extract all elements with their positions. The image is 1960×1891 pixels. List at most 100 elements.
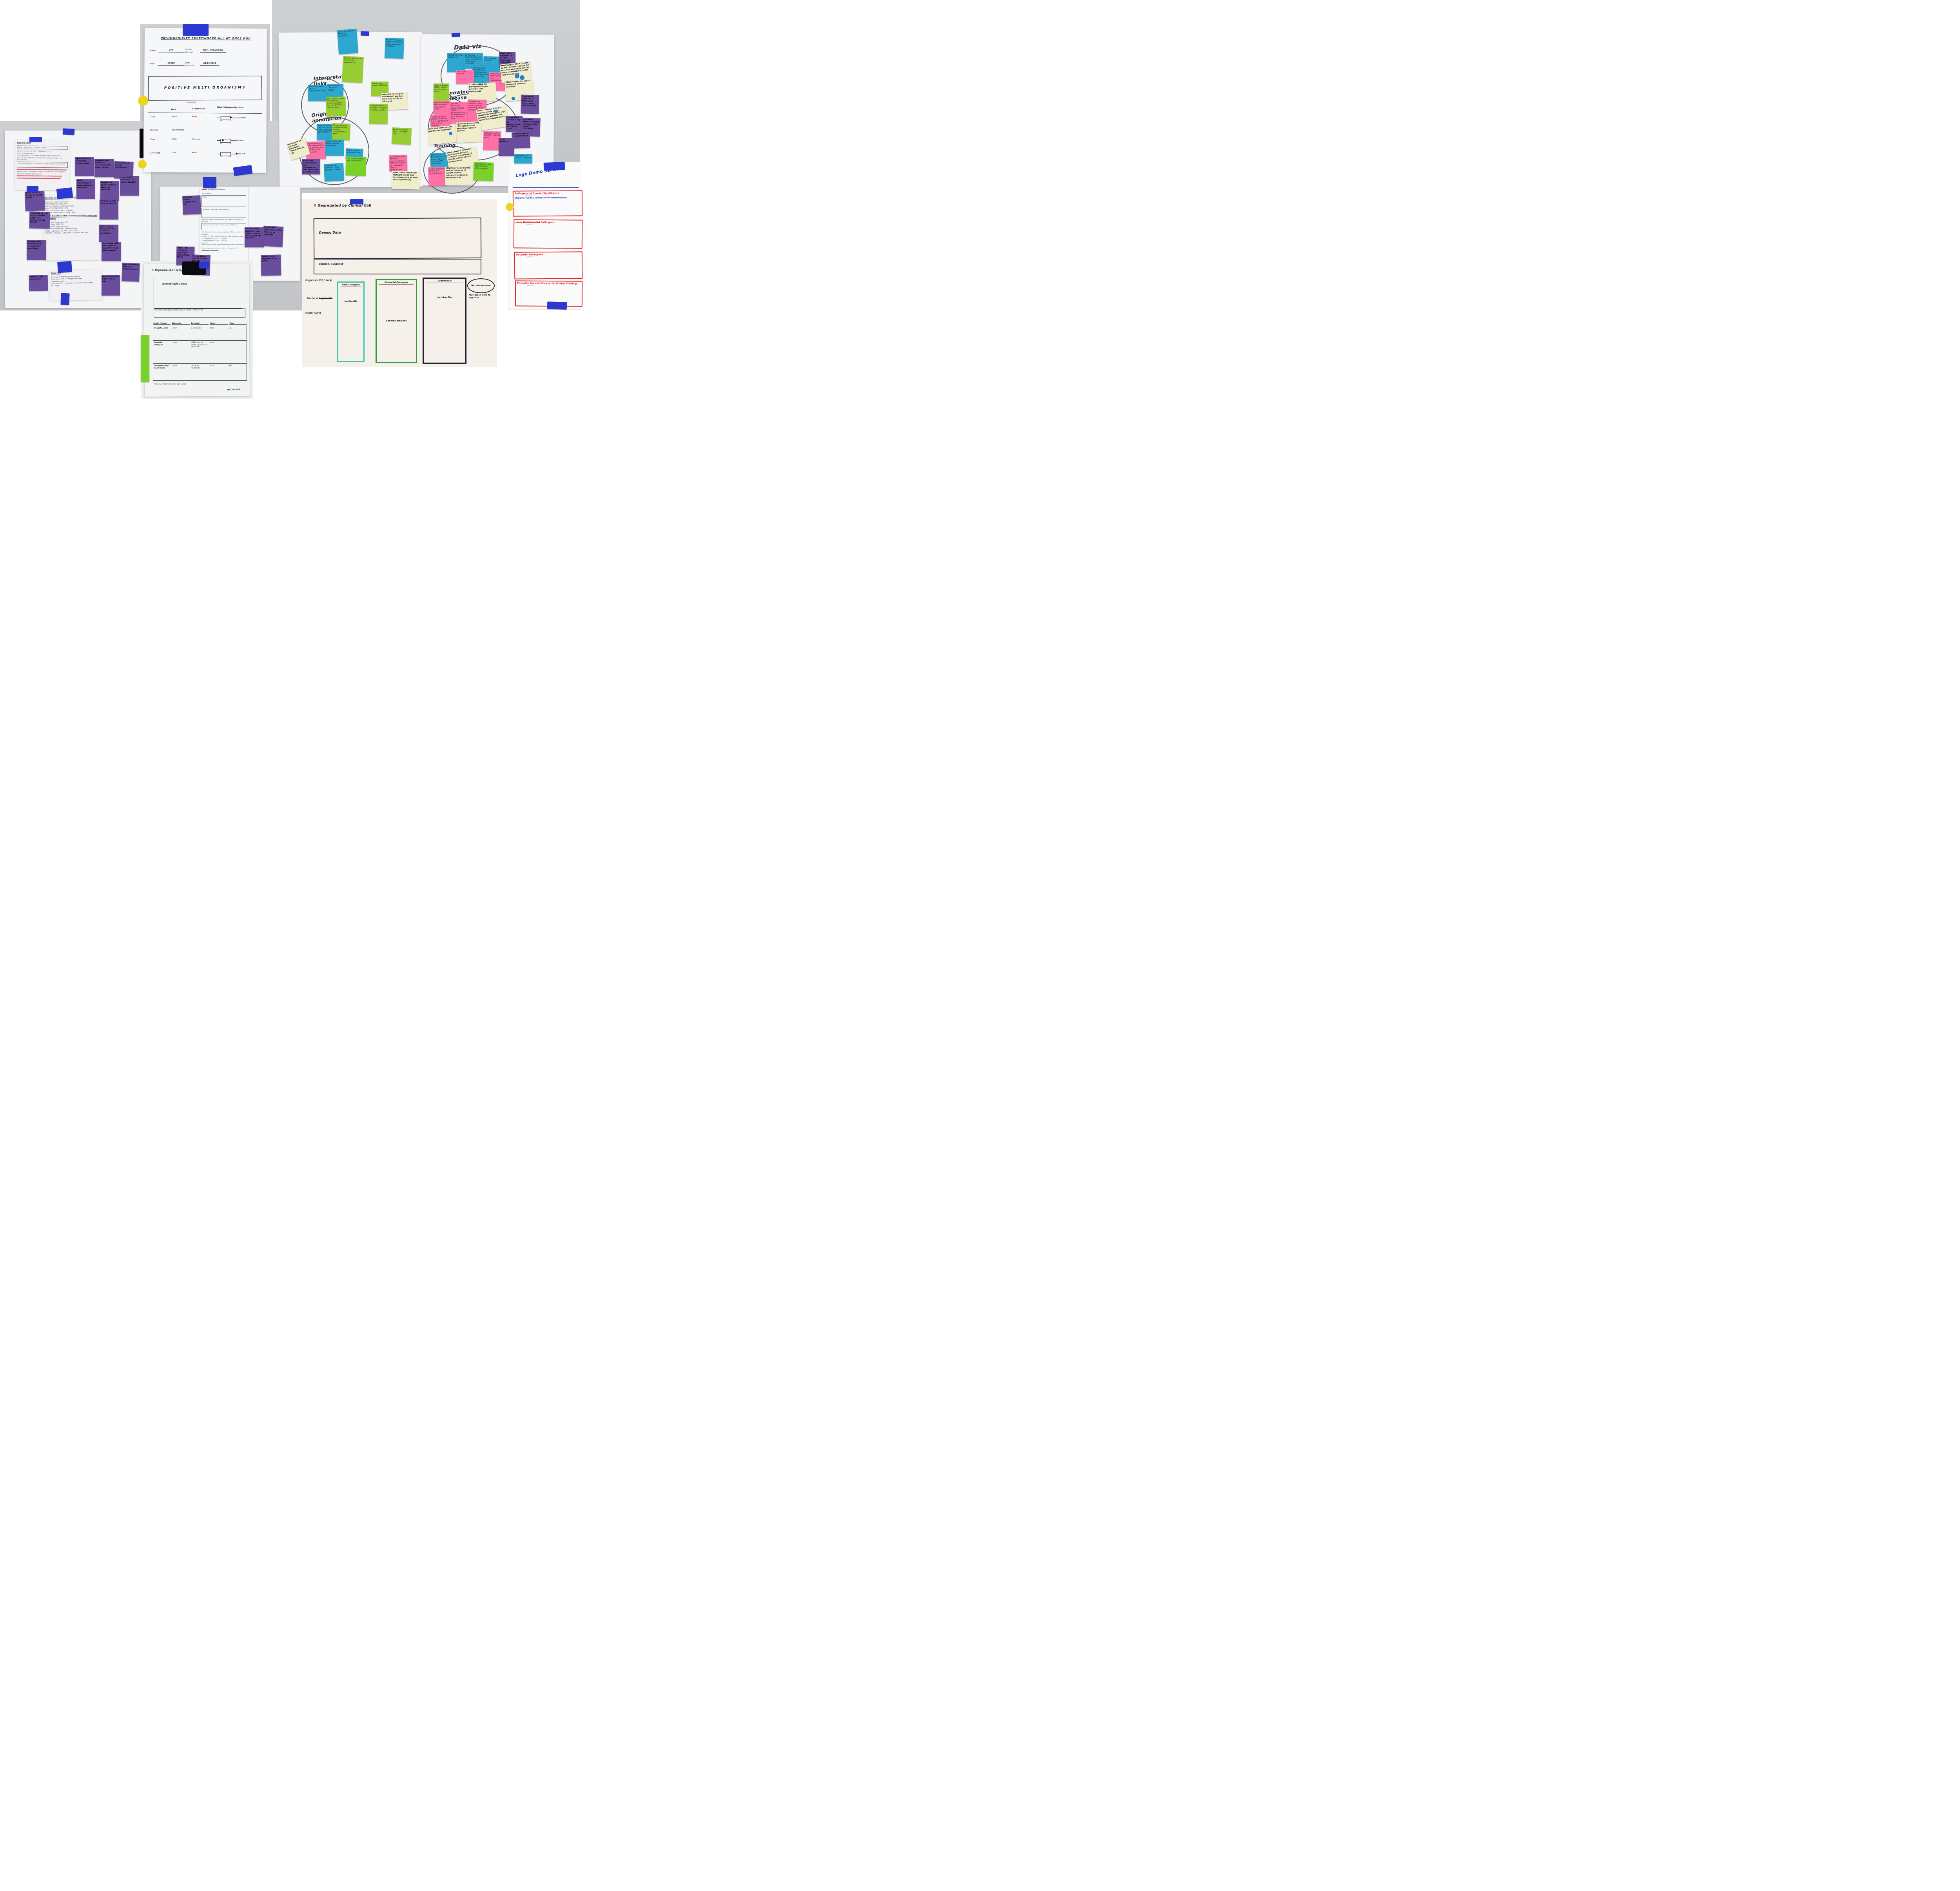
sticky-note: HMW – More effectively highlight the KT … — [392, 171, 420, 190]
photo-logo-demo-paper — [508, 162, 581, 309]
pg2-cell: EBV — [229, 327, 232, 329]
section-definition: definition — [527, 284, 535, 287]
pg2-cell: none — [210, 341, 214, 344]
sticky-note: it does give better sense if it's rare/l… — [262, 225, 284, 247]
sticky-note: IBC smaller inputs Panels / indications … — [385, 38, 404, 59]
blue-tape — [203, 177, 216, 188]
segregated-title: ② Segregated by Clinical Call — [314, 204, 372, 208]
photo-pg2-paper — [141, 261, 253, 399]
section-title: Potential Normal Flora or Facilitated Fi… — [517, 282, 578, 285]
pg2-column-header: Eukaryote — [172, 322, 190, 325]
segregated-demog-label: Demog Data — [319, 230, 341, 235]
pg2-cell: Staph epi · Veillonella — [191, 365, 200, 369]
blue-dot-sticker — [515, 74, 519, 78]
sticky-note: information overload — [456, 70, 474, 84]
blue-tape — [547, 301, 567, 310]
section-title: Pathogens — [541, 221, 555, 224]
form-result-banner: POSITIVE MULTI ORGANISMS — [148, 76, 262, 101]
sticky-note: if you DON'T have that info – how to han… — [120, 176, 139, 196]
sticky-note: Scope of getting ICD10 / clinical info –… — [434, 83, 449, 102]
sticky-note: Links – Pretest Prob obligately commensa… — [337, 29, 359, 54]
form-clinical-label: Clinical Context — [185, 49, 193, 54]
sticky-note: categorizing w/ level of ... for good — [514, 154, 532, 163]
sticky-note: sliders w/ net assessment — [29, 275, 48, 291]
pencil-line: L. pneumophila ⊢▭⊣ 1 … 100,00 — [201, 240, 227, 242]
segregated-net-note: may place next to org call? — [469, 294, 491, 299]
wireframe-section: Potential Pathogens definition — [514, 251, 583, 279]
pencil-line: H. pylori — [201, 241, 208, 244]
disease-sheet-title: Disease State — [17, 142, 31, 144]
sticky-note: It takes 20 positive tests to feel confi… — [428, 167, 446, 186]
pencil-line: BACTERIA – Rhizopus ✱——⊣ Low · High — [45, 211, 75, 214]
blue-tape — [57, 261, 72, 273]
sticky-note: Leverage account info / OP specialty int… — [456, 121, 482, 143]
sticky-note: Origin annotation would potentially incl… — [332, 123, 350, 140]
blue-tape — [183, 24, 209, 36]
clinical-call-column: Poss / obligate Legionella — [337, 281, 365, 362]
sticky-note: IDEA – free up report real estate by pro… — [326, 96, 346, 116]
pg2-row: Potential Pathogen none MRSA #genes · Stap… — [153, 340, 247, 363]
segregated-clinical-label: Clinical Context — [319, 263, 343, 266]
column-header: Poss / obligate — [341, 283, 361, 287]
column-header: Commensal — [426, 279, 463, 283]
blue-tape — [60, 293, 70, 305]
sticky-note: Fungi / Euk above bacteria – show not de… — [100, 181, 119, 201]
pathogenicity-slider: ● Lo Hi 3500 MPM — [217, 116, 246, 121]
sticky-note: prioritize critical pathogens @ top — [182, 195, 201, 215]
pg2-column-header: Fungi — [210, 322, 228, 325]
blue-tape — [451, 33, 461, 37]
sticky-note: Is integrated HIV an incidental finding … — [369, 103, 388, 124]
photo-edge-shadow — [140, 129, 143, 158]
form-mrn-value: 56442 — [158, 62, 185, 66]
form-name-label: Name — [150, 50, 156, 52]
pencil-line: BACTERIA – Rhizopus – 1,500 MPM – 50,000… — [45, 232, 88, 234]
blue-dot-sticker — [512, 97, 515, 100]
ideas-box-flora: Potential Normal Flora / Environmental S… — [201, 223, 246, 230]
sticky-note: would help w/ what do I do w/ MPM? — [261, 254, 281, 276]
blue-tape — [360, 31, 370, 36]
form-row-organism: HSV6 — [171, 138, 177, 141]
yellow-dot-sticker — [138, 96, 148, 106]
sticky-note: dividing up into super kingdoms — [100, 200, 118, 220]
data-viz-sheet: Data Viz : Sk - bacteria MPM Ref Net Ass… — [49, 269, 102, 301]
wireframe-section: Pathogens of Special Significance definit… — [512, 190, 583, 217]
form-row-organism: Toxo — [171, 152, 176, 154]
blue-tape — [27, 186, 38, 192]
form-clinical-value: HCT , Pneumonia — [200, 49, 226, 53]
pencil-line: we may not get the info until deep after… — [16, 177, 61, 180]
sticky-note: put assessment right next to bug — [102, 275, 120, 296]
sticky-note: for each CRR: instead of last 1000s – ca… — [245, 227, 264, 247]
sticky-note: LL → polymicrobial calls report statemen… — [389, 154, 408, 172]
sticky-note: HMW find other ways to get disease state… — [427, 125, 459, 145]
form-date-value: 03/23/2023 — [200, 62, 220, 66]
pencil-line: A. fumigatus ⊢▭⊣ 10 … 100,000 — [201, 237, 227, 240]
form-row-taxa: Bacteria — [149, 129, 159, 132]
sticky-note: If you can't relay info in first couple … — [521, 94, 539, 114]
pg2-title: ① Organism call / category w/ MPM pg 2 — [152, 269, 205, 272]
section-definition: definition — [526, 256, 534, 258]
pg2-cell: none — [172, 341, 177, 344]
sticky-note: Do we ask clinical context on report now… — [391, 127, 412, 145]
pg2-cell: HSV 1 — [229, 365, 234, 367]
ideas-box-potential-note: probability score will put together in b… — [201, 219, 243, 222]
blue-dot-sticker — [449, 132, 452, 135]
form-title: PATHOGENICITY EVERYWHERE ALL AT ONCE POC — [160, 36, 251, 40]
sticky-note: Interested what VOC would say about MPNS… — [473, 162, 494, 181]
blue-tape — [62, 128, 75, 135]
sticky-note: Disease state – More for us to create be… — [27, 240, 46, 260]
sticky-note: static superkingdom – know where to look… — [76, 179, 95, 199]
form-date-label: Date Reported — [185, 62, 194, 67]
form-row-assessment: Poss — [192, 152, 197, 154]
sticky-note: Question: What is the standard for patho… — [342, 56, 364, 83]
form-row-organism: Mucor — [171, 116, 178, 118]
sticky-note: ? color coding for pathogen Obligate / p… — [468, 82, 496, 102]
know-disease-title: KNOW DISEASE STATE : Clinical Reference … — [45, 214, 98, 220]
section-annotation: skipped? Genus species MPM — [515, 196, 581, 200]
segregated-clinical-row: Clinical Context — [314, 259, 481, 274]
blue-tape — [29, 137, 42, 142]
pg2-cell: none — [210, 327, 214, 329]
pathogenicity-slider: ● Lo Hi 40 MPM — [217, 139, 243, 144]
pg2-cell — [229, 341, 246, 361]
disease-state-notes-sheet: Disease State HMW ... get at info for cl… — [15, 140, 70, 191]
ideas-sheet-title: Ideas for simplification — [201, 189, 225, 191]
